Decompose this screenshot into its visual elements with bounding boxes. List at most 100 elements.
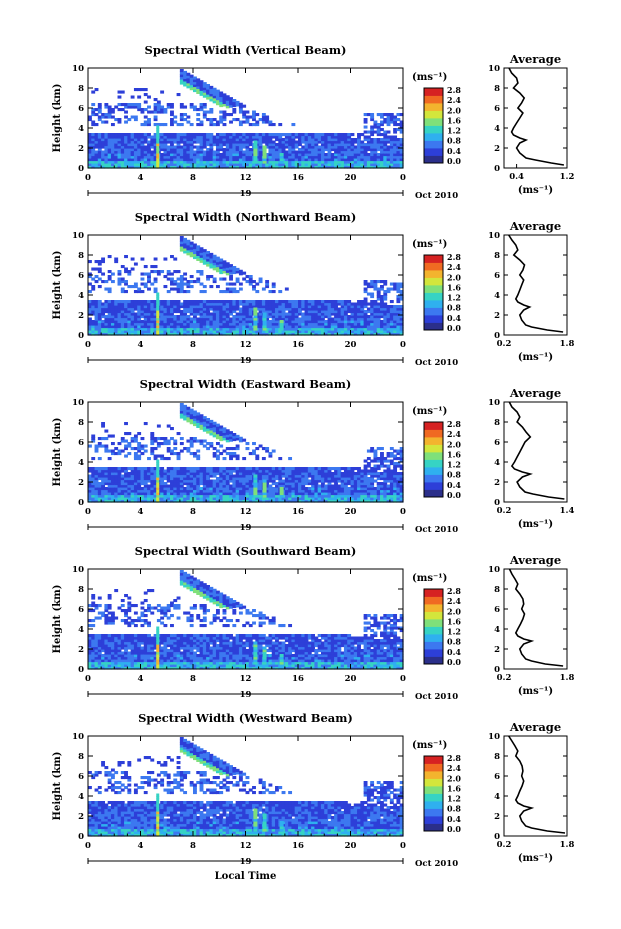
heatmap-cell [311, 163, 316, 167]
heatmap-cell [320, 143, 325, 147]
heatmap-cell [393, 158, 398, 162]
heatmap-cell [225, 100, 230, 104]
heatmap-cell [196, 80, 201, 84]
heatmap-cell [156, 150, 160, 154]
heatmap-cell [186, 290, 191, 294]
heatmap-cell [153, 143, 158, 147]
y-tick-label: 8 [78, 251, 84, 261]
heatmap-cell [373, 123, 378, 127]
heatmap-cell [268, 165, 273, 169]
heatmap-cell [153, 105, 158, 109]
heatmap-cell [360, 160, 365, 164]
heatmap-cell [245, 447, 250, 451]
heatmap-cell [117, 332, 122, 336]
heatmap-cell [163, 135, 168, 139]
heatmap-cell [150, 138, 155, 142]
heatmap-cell [143, 327, 148, 331]
heatmap-cell [133, 327, 138, 331]
heatmap-cell [124, 155, 128, 159]
heatmap-cell [170, 120, 174, 124]
heatmap-cell [373, 120, 378, 124]
heatmap-cell [147, 307, 151, 311]
colorbar-tick-label: 2.4 [447, 262, 461, 272]
colorbar-swatch [424, 133, 443, 141]
heatmap-cell [284, 155, 289, 159]
heatmap-cell [281, 140, 286, 144]
heatmap-cell [199, 85, 204, 89]
heatmap-cell [183, 133, 188, 137]
heatmap-cell [199, 103, 204, 107]
heatmap-cell [196, 78, 201, 82]
heatmap-cell [143, 265, 148, 269]
heatmap-cell [110, 153, 115, 157]
heatmap-cell [91, 155, 96, 159]
heatmap-cell [343, 150, 348, 154]
heatmap-cell [104, 444, 109, 448]
heatmap-cell [97, 165, 102, 169]
heatmap-cell [363, 150, 368, 154]
heatmap-cell [366, 160, 371, 164]
heatmap-cell [97, 307, 102, 311]
heatmap-cell [91, 322, 96, 326]
heatmap-cell [150, 140, 155, 144]
heatmap-cell [360, 148, 365, 152]
heatmap-cell [97, 317, 102, 321]
x-tick-label: 16 [292, 340, 304, 350]
heatmap-cell [97, 148, 102, 152]
heatmap-cell [196, 140, 201, 144]
heatmap-cell [350, 153, 355, 157]
heatmap-cell [232, 118, 237, 122]
heatmap-cell [140, 150, 145, 154]
heatmap-cell [304, 138, 309, 142]
heatmap-cell [215, 285, 220, 289]
heatmap-cell [147, 277, 151, 281]
heatmap-cell [222, 98, 227, 102]
heatmap-cell [281, 150, 286, 154]
heatmap-cell [140, 307, 145, 311]
heatmap-cell [268, 150, 273, 154]
heatmap-cell [110, 312, 115, 316]
heatmap-cell [330, 145, 335, 149]
heatmap-cell [271, 165, 276, 169]
heatmap-cell [242, 153, 247, 157]
heatmap-cell [88, 153, 92, 157]
heatmap-cell [160, 143, 165, 147]
heatmap-cell [370, 292, 375, 296]
heatmap-cell [340, 158, 345, 162]
heatmap-cell [117, 305, 122, 309]
heatmap-cell [383, 113, 388, 117]
heatmap-cell [393, 163, 398, 167]
heatmap-cell [133, 163, 138, 167]
heatmap-cell [327, 158, 332, 162]
heatmap-cell [114, 300, 119, 304]
heatmap-cell [370, 115, 375, 119]
heatmap-cell [94, 153, 99, 157]
heatmap-cell [170, 158, 174, 162]
heatmap-cell [307, 165, 312, 169]
heatmap-cell [235, 135, 240, 139]
heatmap-cell [130, 115, 135, 119]
heatmap-cells [88, 236, 404, 336]
heatmap-cell [389, 138, 394, 142]
heatmap-cell [278, 145, 283, 149]
heatmap-cell [140, 160, 145, 164]
heatmap-cell [153, 153, 158, 157]
heatmap-cell [147, 317, 151, 321]
heatmap-cell [196, 158, 201, 162]
heatmap-cell [101, 163, 106, 167]
heatmap-cell [291, 135, 296, 139]
heatmap-cell [248, 150, 253, 154]
heatmap-cell [396, 145, 401, 149]
heatmap-cell [143, 307, 148, 311]
heatmap-cell [166, 138, 171, 142]
heatmap-cell [353, 138, 358, 142]
heatmap-cell [399, 128, 404, 132]
heatmap-cell [399, 145, 404, 149]
heatmap-cell [222, 163, 227, 167]
heatmap-cell [386, 118, 391, 122]
heatmap-cell [147, 305, 151, 309]
heatmap-cell [179, 113, 184, 117]
heatmap-cell [324, 148, 329, 152]
heatmap-cell [376, 153, 381, 157]
heatmap-cell [127, 133, 132, 137]
